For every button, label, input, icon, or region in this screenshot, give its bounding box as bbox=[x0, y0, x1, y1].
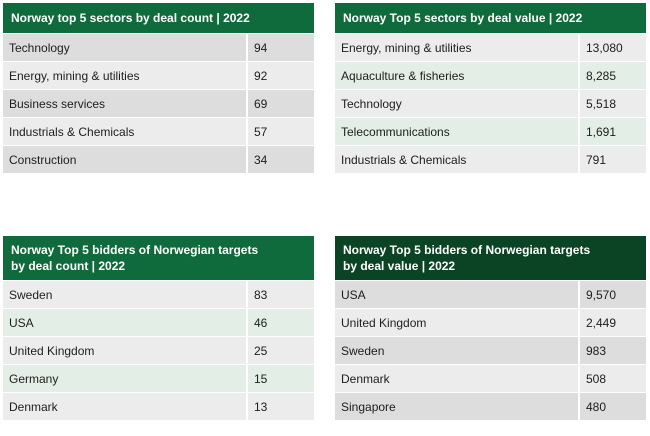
table-title-line-2: by deal count | 2022 bbox=[11, 259, 126, 273]
table-title-line-1: Norway Top 5 bidders of Norwegian target… bbox=[343, 243, 591, 257]
table-row: Energy, mining & utilities 92 bbox=[3, 61, 314, 90]
row-value: 57 bbox=[246, 117, 314, 146]
table-row: Industrials & Chemicals 57 bbox=[3, 117, 314, 146]
row-label: United Kingdom bbox=[335, 308, 579, 337]
row-label: Singapore bbox=[335, 392, 579, 421]
row-value: 5,518 bbox=[578, 89, 646, 118]
row-label: Industrials & Chemicals bbox=[335, 145, 579, 174]
row-label: Germany bbox=[3, 364, 247, 393]
table-row: Telecommunications 1,691 bbox=[335, 117, 646, 146]
row-value: 34 bbox=[246, 145, 314, 174]
row-label: Sweden bbox=[3, 280, 247, 309]
row-label: USA bbox=[335, 280, 579, 309]
row-label: Sweden bbox=[335, 336, 579, 365]
row-value: 13,080 bbox=[578, 33, 646, 62]
row-value: 46 bbox=[246, 308, 314, 337]
table-header: Norway Top 5 sectors by deal value | 202… bbox=[335, 3, 646, 33]
row-label: Industrials & Chemicals bbox=[3, 117, 247, 146]
row-value: 1,691 bbox=[578, 117, 646, 146]
row-label: Energy, mining & utilities bbox=[335, 33, 579, 62]
table-title-line-2: by deal value | 2022 bbox=[343, 259, 456, 273]
row-value: 94 bbox=[246, 33, 314, 62]
table-row: Energy, mining & utilities 13,080 bbox=[335, 33, 646, 62]
table-row: Business services 69 bbox=[3, 89, 314, 118]
table-row: Industrials & Chemicals 791 bbox=[335, 145, 646, 174]
row-value: 508 bbox=[578, 364, 646, 393]
table-row: Germany 15 bbox=[3, 364, 314, 393]
table-header: Norway Top 5 bidders of Norwegian target… bbox=[3, 236, 314, 280]
table-bidders-deal-count: Norway Top 5 bidders of Norwegian target… bbox=[3, 236, 314, 421]
table-row: Construction 34 bbox=[3, 145, 314, 174]
table-row: Denmark 13 bbox=[3, 392, 314, 421]
row-label: USA bbox=[3, 308, 247, 337]
row-label: Business services bbox=[3, 89, 247, 118]
table-row: United Kingdom 25 bbox=[3, 336, 314, 365]
table-title: Norway Top 5 sectors by deal value | 202… bbox=[343, 11, 583, 25]
table-body: Sweden 83 USA 46 United Kingdom 25 Germa… bbox=[3, 280, 314, 421]
table-sectors-deal-value: Norway Top 5 sectors by deal value | 202… bbox=[335, 3, 646, 174]
table-row: Singapore 480 bbox=[335, 392, 646, 421]
row-label: Technology bbox=[335, 89, 579, 118]
table-row: USA 9,570 bbox=[335, 280, 646, 309]
table-header: Norway Top 5 bidders of Norwegian target… bbox=[335, 236, 646, 280]
row-value: 983 bbox=[578, 336, 646, 365]
row-label: Denmark bbox=[3, 392, 247, 421]
row-value: 15 bbox=[246, 364, 314, 393]
table-title-line-1: Norway Top 5 bidders of Norwegian target… bbox=[11, 243, 259, 257]
row-value: 8,285 bbox=[578, 61, 646, 90]
row-label: Telecommunications bbox=[335, 117, 579, 146]
row-label: Construction bbox=[3, 145, 247, 174]
table-row: United Kingdom 2,449 bbox=[335, 308, 646, 337]
table-row: Denmark 508 bbox=[335, 364, 646, 393]
row-label: Aquaculture & fisheries bbox=[335, 61, 579, 90]
row-label: Denmark bbox=[335, 364, 579, 393]
row-label: United Kingdom bbox=[3, 336, 247, 365]
table-bidders-deal-value: Norway Top 5 bidders of Norwegian target… bbox=[335, 236, 646, 421]
row-value: 83 bbox=[246, 280, 314, 309]
table-row: Sweden 83 bbox=[3, 280, 314, 309]
row-value: 13 bbox=[246, 392, 314, 421]
row-value: 9,570 bbox=[578, 280, 646, 309]
table-row: Sweden 983 bbox=[335, 336, 646, 365]
row-label: Technology bbox=[3, 33, 247, 62]
table-body: Energy, mining & utilities 13,080 Aquacu… bbox=[335, 33, 646, 174]
table-sectors-deal-count: Norway top 5 sectors by deal count | 202… bbox=[3, 3, 314, 174]
row-value: 25 bbox=[246, 336, 314, 365]
table-body: Technology 94 Energy, mining & utilities… bbox=[3, 33, 314, 174]
table-row: Aquaculture & fisheries 8,285 bbox=[335, 61, 646, 90]
table-row: Technology 5,518 bbox=[335, 89, 646, 118]
table-title: Norway top 5 sectors by deal count | 202… bbox=[11, 11, 250, 25]
row-value: 480 bbox=[578, 392, 646, 421]
table-header: Norway top 5 sectors by deal count | 202… bbox=[3, 3, 314, 33]
row-value: 69 bbox=[246, 89, 314, 118]
row-label: Energy, mining & utilities bbox=[3, 61, 247, 90]
row-value: 2,449 bbox=[578, 308, 646, 337]
table-row: Technology 94 bbox=[3, 33, 314, 62]
table-body: USA 9,570 United Kingdom 2,449 Sweden 98… bbox=[335, 280, 646, 421]
table-row: USA 46 bbox=[3, 308, 314, 337]
row-value: 791 bbox=[578, 145, 646, 174]
row-value: 92 bbox=[246, 61, 314, 90]
